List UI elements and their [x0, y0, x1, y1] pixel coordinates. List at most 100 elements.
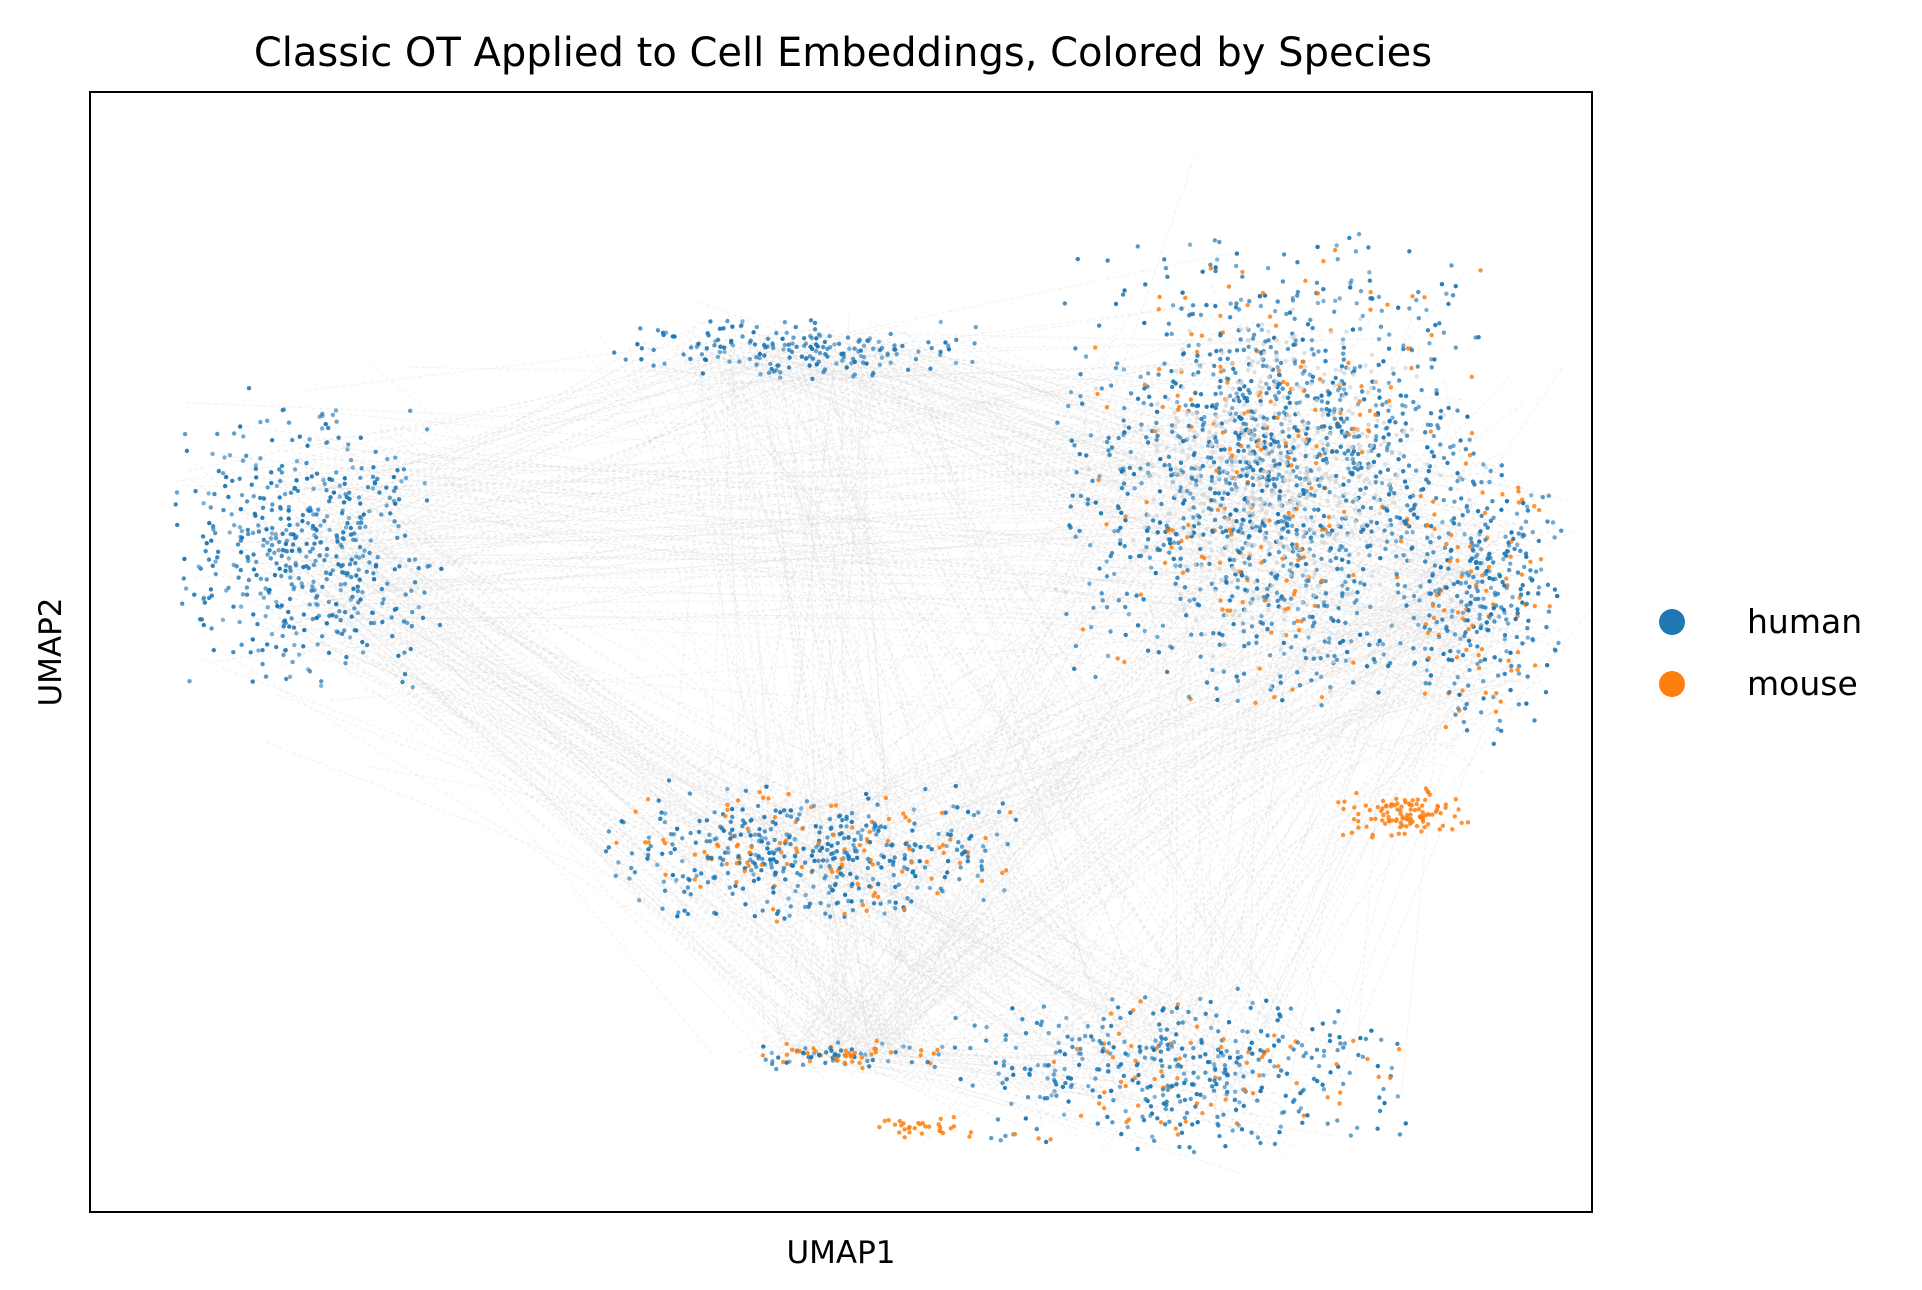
- point-human: [834, 874, 840, 880]
- point-mouse: [723, 813, 728, 819]
- point-human: [1093, 500, 1098, 505]
- transport-link: [856, 618, 1244, 1057]
- point-human: [351, 537, 356, 542]
- point-haze: [1207, 337, 1213, 342]
- point-human: [1170, 384, 1175, 390]
- point-haze: [1266, 547, 1271, 553]
- point-human: [728, 819, 733, 825]
- point-human: [886, 1058, 891, 1064]
- point-human: [1200, 269, 1205, 274]
- point-haze: [1350, 411, 1355, 416]
- point-haze: [1382, 439, 1387, 444]
- point-human: [1314, 1078, 1320, 1084]
- transport-link: [795, 366, 1501, 667]
- point-human: [646, 847, 651, 852]
- point-mouse: [663, 872, 668, 878]
- point-human: [688, 345, 694, 350]
- point-human: [1115, 528, 1121, 533]
- point-human: [1052, 1068, 1058, 1073]
- point-human: [1247, 1046, 1252, 1051]
- transport-link: [825, 1060, 1274, 1118]
- point-mouse: [1294, 1080, 1299, 1086]
- point-human: [752, 832, 758, 837]
- point-mouse: [843, 1054, 849, 1059]
- point-human: [1487, 479, 1492, 485]
- point-human: [795, 870, 800, 876]
- point-mouse: [735, 798, 741, 803]
- point-human: [832, 1052, 837, 1057]
- point-mouse: [725, 807, 730, 813]
- point-human: [1216, 491, 1222, 496]
- transport-link: [778, 319, 1246, 1063]
- point-human: [1543, 689, 1549, 695]
- point-human: [253, 463, 259, 468]
- point-human: [272, 572, 278, 578]
- point-human: [1327, 1033, 1333, 1038]
- point-human: [828, 1045, 833, 1051]
- point-human: [1135, 623, 1141, 628]
- point-human: [1180, 1020, 1185, 1025]
- point-mouse: [1351, 816, 1357, 822]
- point-human: [1342, 1041, 1348, 1046]
- point-human: [788, 841, 793, 847]
- point-human: [793, 854, 798, 859]
- transport-link: [731, 605, 1482, 1058]
- point-mouse: [1108, 1011, 1114, 1016]
- point-human: [1281, 544, 1286, 549]
- point-human: [918, 844, 923, 850]
- point-human: [241, 434, 246, 439]
- point-human: [1254, 634, 1259, 639]
- point-human: [1337, 296, 1342, 301]
- point-haze: [1367, 480, 1372, 486]
- point-mouse: [1234, 469, 1240, 475]
- point-human: [1112, 529, 1117, 534]
- point-human: [698, 871, 704, 876]
- point-human: [1283, 405, 1289, 410]
- point-human: [1295, 670, 1300, 675]
- transport-link: [226, 473, 1521, 633]
- point-human: [1123, 604, 1128, 610]
- point-human: [1328, 1070, 1333, 1075]
- transport-link: [670, 451, 1504, 830]
- point-human: [1164, 332, 1169, 337]
- point-human: [839, 351, 844, 357]
- point-human: [1386, 408, 1391, 413]
- point-human: [1478, 547, 1484, 552]
- point-human: [1299, 1043, 1305, 1048]
- point-mouse: [1426, 655, 1432, 660]
- point-mouse: [1428, 429, 1434, 434]
- point-mouse: [1223, 1097, 1228, 1102]
- point-human: [1433, 588, 1438, 594]
- point-human: [971, 812, 977, 818]
- point-mouse: [1116, 1031, 1122, 1037]
- point-human: [1003, 1133, 1008, 1139]
- point-mouse: [1260, 1054, 1265, 1060]
- point-human: [1399, 535, 1404, 540]
- point-human: [1484, 506, 1490, 511]
- point-human: [1278, 1014, 1283, 1019]
- point-human: [1277, 489, 1283, 494]
- point-human: [1441, 651, 1446, 657]
- point-human: [849, 1047, 855, 1052]
- point-human: [409, 588, 414, 593]
- point-human: [725, 845, 731, 851]
- point-mouse: [948, 1126, 954, 1131]
- point-mouse: [1410, 294, 1415, 299]
- point-mouse: [1440, 823, 1446, 828]
- point-human: [890, 862, 896, 867]
- point-haze: [1288, 572, 1293, 578]
- point-human: [283, 541, 289, 547]
- transport-link: [847, 531, 1416, 1063]
- point-human: [1106, 435, 1111, 441]
- point-human: [1118, 1062, 1124, 1067]
- transport-link: [724, 363, 743, 807]
- point-human: [231, 523, 237, 528]
- transport-link: [828, 1061, 1138, 1096]
- point-human: [849, 360, 854, 366]
- point-human: [402, 671, 408, 677]
- point-human: [1325, 653, 1330, 658]
- point-human: [1338, 444, 1343, 449]
- point-human: [645, 856, 650, 861]
- point-human: [1428, 422, 1434, 428]
- point-human: [384, 485, 389, 490]
